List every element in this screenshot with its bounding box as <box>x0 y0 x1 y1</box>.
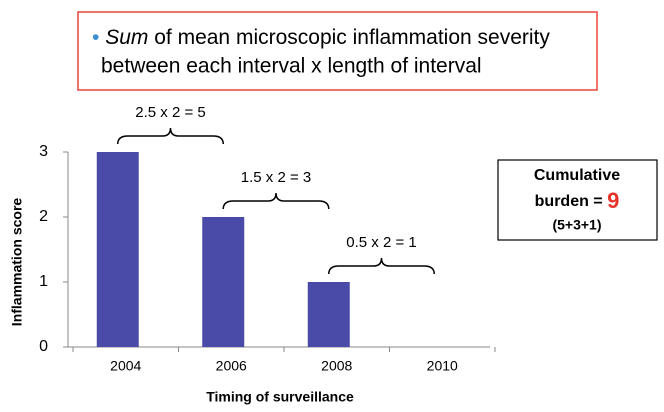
bar <box>202 217 245 347</box>
note-italic: Sum <box>105 26 148 49</box>
y-axis-title: Inflammation score <box>9 198 25 327</box>
bar <box>96 152 139 347</box>
callout-text: burden = 9 <box>535 188 620 213</box>
brace <box>222 192 330 210</box>
x-tick-label: 2006 <box>216 358 247 374</box>
brace <box>328 257 435 275</box>
brace <box>117 127 224 145</box>
y-tick-label: 1 <box>39 273 48 290</box>
bar <box>307 282 350 347</box>
brace-label: 0.5 x 2 = 1 <box>346 234 416 251</box>
x-tick-label: 2008 <box>321 358 352 374</box>
note-text: of mean microscopic inflammation severit… <box>154 26 550 49</box>
note-line: • Sum of mean microscopic inflammation s… <box>92 26 550 49</box>
brace-label: 2.5 x 2 = 5 <box>135 104 205 121</box>
y-tick-label: 3 <box>39 143 48 160</box>
callout-text: burden = <box>535 193 603 210</box>
y-tick-label: 2 <box>39 208 48 225</box>
callout-box <box>497 159 658 241</box>
y-tick-label: 0 <box>39 338 48 355</box>
x-axis-title: Timing of surveillance <box>206 389 354 405</box>
bullet: • <box>92 26 99 49</box>
note-line: between each interval x length of interv… <box>101 55 482 78</box>
callout-text: (5+3+1) <box>552 217 601 233</box>
callout-total: 9 <box>607 188 619 213</box>
brace-label: 1.5 x 2 = 3 <box>241 169 311 186</box>
x-tick-label: 2004 <box>110 358 141 374</box>
note-box <box>77 11 598 91</box>
x-tick-label: 2010 <box>427 358 458 374</box>
callout-text: Cumulative <box>534 167 620 184</box>
